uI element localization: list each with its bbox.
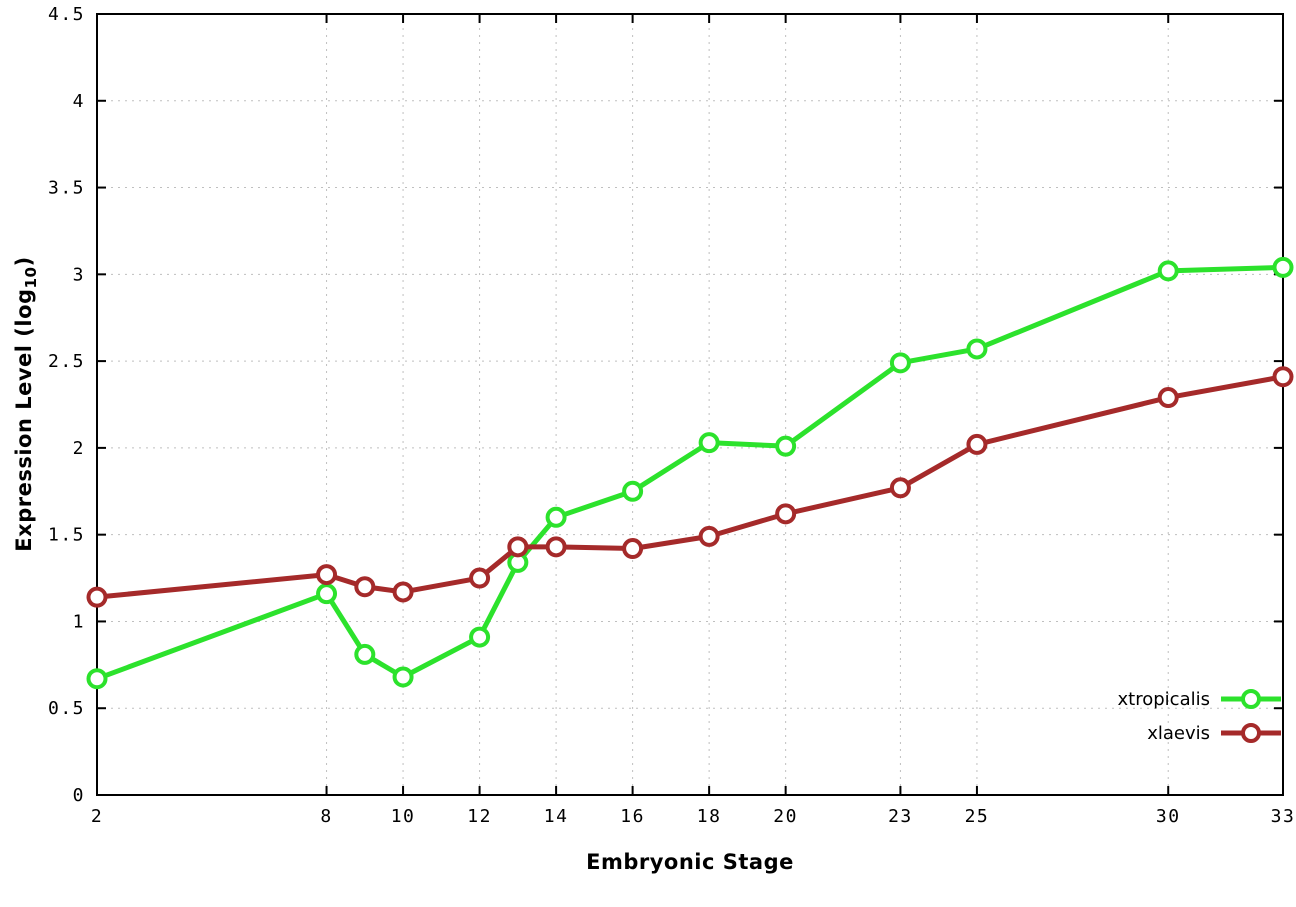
svg-text:10: 10	[391, 806, 416, 827]
svg-text:33: 33	[1271, 806, 1296, 827]
svg-text:8: 8	[320, 806, 332, 827]
svg-text:4: 4	[73, 91, 85, 112]
legend-sample-line	[1221, 689, 1281, 709]
svg-text:1.5: 1.5	[48, 525, 85, 546]
svg-text:23: 23	[888, 806, 913, 827]
svg-text:0.5: 0.5	[48, 698, 85, 719]
svg-text:2: 2	[91, 806, 103, 827]
svg-text:3.5: 3.5	[48, 178, 85, 199]
legend-item-xlaevis: xlaevis	[1118, 716, 1283, 750]
svg-text:1: 1	[73, 611, 85, 632]
y-axis-label: Expression Level (log10)	[11, 256, 41, 552]
svg-text:20: 20	[773, 806, 798, 827]
x-axis-label: Embryonic Stage	[586, 850, 794, 874]
legend-label: xlaevis	[1147, 722, 1210, 744]
legend-label: xtropicalis	[1117, 688, 1210, 710]
svg-text:0: 0	[73, 785, 85, 806]
legend-item-xtropicalis: xtropicalis	[1118, 682, 1283, 716]
legend: xtropicalis xlaevis	[1118, 682, 1283, 750]
svg-text:4.5: 4.5	[48, 4, 85, 25]
svg-text:16: 16	[620, 806, 645, 827]
svg-text:2.5: 2.5	[48, 351, 85, 372]
svg-text:14: 14	[544, 806, 569, 827]
svg-text:18: 18	[697, 806, 722, 827]
legend-sample-line	[1221, 723, 1281, 743]
svg-text:30: 30	[1156, 806, 1181, 827]
svg-text:2: 2	[73, 438, 85, 459]
svg-text:3: 3	[73, 264, 85, 285]
svg-text:25: 25	[965, 806, 990, 827]
svg-text:12: 12	[467, 806, 492, 827]
